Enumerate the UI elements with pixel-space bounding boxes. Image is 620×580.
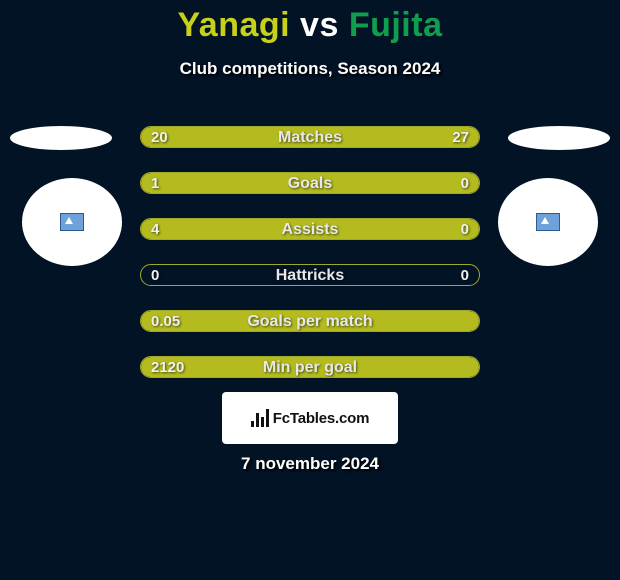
- stats-chart: 2027Matches10Goals40Assists00Hattricks0.…: [140, 126, 480, 402]
- stat-left-value: 20: [151, 127, 168, 148]
- player2-name: Fujita: [349, 6, 443, 44]
- stat-right-value: 27: [452, 127, 469, 148]
- stat-bar-full: [141, 311, 479, 331]
- player2-avatar-placeholder: [498, 178, 598, 266]
- image-placeholder-icon: [61, 214, 83, 230]
- player2-flag-placeholder: [508, 126, 610, 150]
- comparison-title: Yanagi vs Fujita: [0, 0, 620, 45]
- player1-name: Yanagi: [177, 6, 290, 44]
- player1-flag-placeholder: [10, 126, 112, 150]
- stat-row: 10Goals: [140, 172, 480, 194]
- stat-bar-right: [276, 127, 479, 147]
- vs-label: vs: [300, 6, 339, 44]
- brand-text: FcTables.com: [273, 410, 370, 427]
- stat-row: 0.05Goals per match: [140, 310, 480, 332]
- brand-bar: [251, 421, 254, 427]
- stat-right-value: 0: [461, 265, 469, 286]
- stat-row: 2120Min per goal: [140, 356, 480, 378]
- player1-avatar-placeholder: [22, 178, 122, 266]
- subtitle: Club competitions, Season 2024: [0, 59, 620, 79]
- stat-right-value: 0: [461, 173, 469, 194]
- stat-row: 40Assists: [140, 218, 480, 240]
- brand-bar: [266, 409, 269, 427]
- stat-bar-full: [141, 357, 479, 377]
- stat-right-value: 0: [461, 219, 469, 240]
- image-placeholder-icon: [537, 214, 559, 230]
- brand-bar: [261, 417, 264, 427]
- stat-left-value: 2120: [151, 357, 184, 378]
- brand-bar: [256, 413, 259, 427]
- stat-left-value: 0.05: [151, 311, 180, 332]
- brand-badge: FcTables.com: [222, 392, 398, 444]
- stat-bar-full: [141, 219, 479, 239]
- stat-bar-left: [141, 173, 401, 193]
- brand-bars-icon: [251, 409, 269, 427]
- stat-row: 0 0Hattricks: [140, 264, 480, 286]
- stat-left-value: 0: [151, 265, 159, 286]
- stat-left-value: 4: [151, 219, 159, 240]
- stat-label: Hattricks: [141, 265, 479, 286]
- comparison-date: 7 november 2024: [0, 454, 620, 474]
- stat-row: 2027Matches: [140, 126, 480, 148]
- stat-left-value: 1: [151, 173, 159, 194]
